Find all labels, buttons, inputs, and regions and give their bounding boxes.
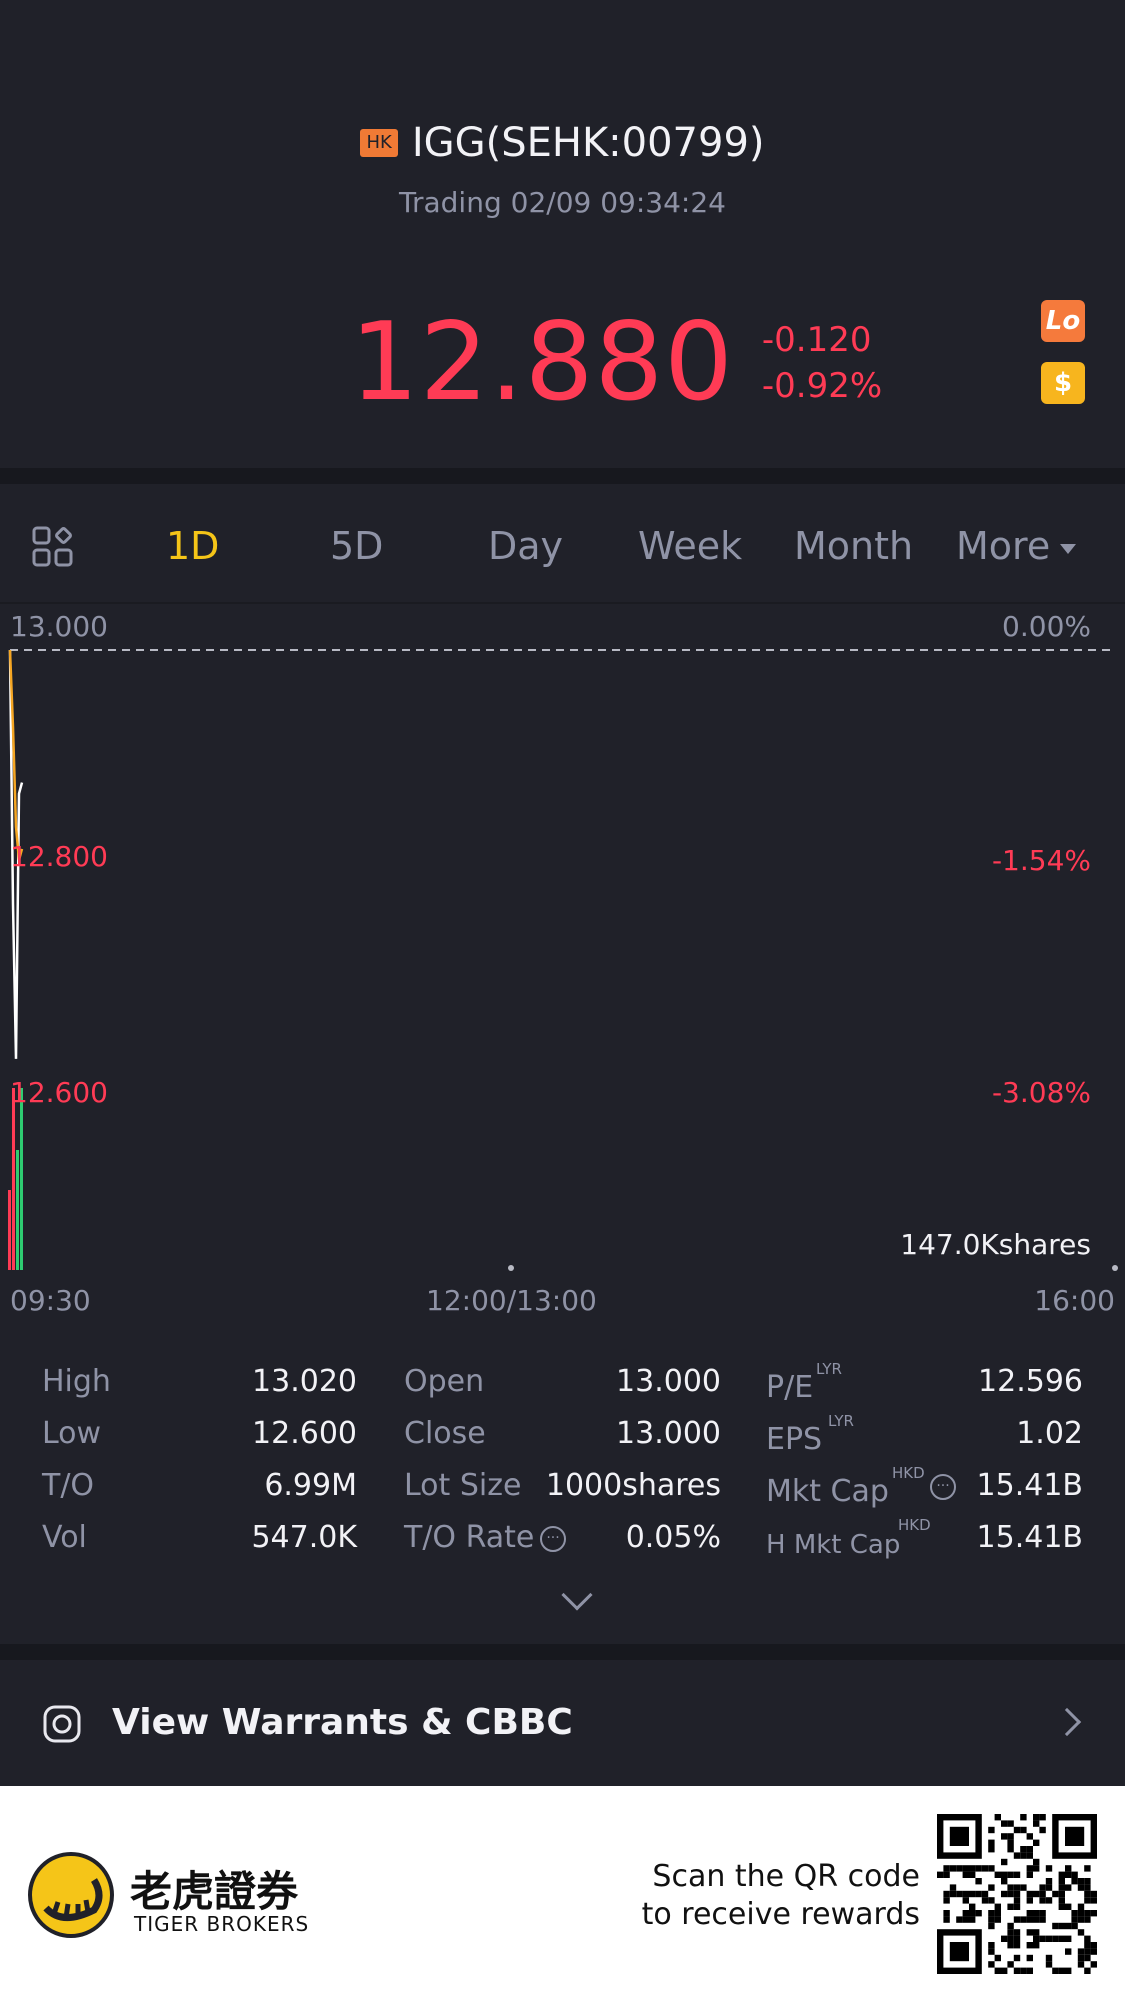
stat-label-close: Close	[404, 1416, 486, 1451]
stat-value-turnover: 6.99M	[264, 1468, 357, 1503]
quote-header: HK IGG(SEHK:00799) Trading 02/09 09:34:2…	[0, 0, 1125, 468]
y-label-top: 13.000	[10, 610, 108, 643]
volume-bar	[8, 1190, 11, 1270]
stats-panel: High 13.020 Low 12.600 T/O 6.99M Vol 547…	[0, 1350, 1125, 1640]
tab-more[interactable]: More	[956, 524, 1077, 568]
price-row: 12.880 -0.120 -0.92%	[350, 300, 882, 425]
tab-day[interactable]: Day	[488, 524, 564, 568]
stat-value-h-mkt-cap: 15.41B	[976, 1520, 1083, 1555]
stat-value-pe: 12.596	[978, 1364, 1083, 1399]
brand-name-en: TIGER BROKERS	[134, 1912, 310, 1936]
stat-sup-mkt-cap: HKD	[892, 1464, 925, 1482]
stat-sup-h-mkt-cap: HKD	[898, 1516, 931, 1534]
stat-value-volume: 547.0K	[251, 1520, 357, 1555]
x-label-close: 16:00	[1034, 1284, 1115, 1317]
volume-bar	[20, 1088, 23, 1270]
volume-bar	[16, 1150, 19, 1270]
session-dot	[508, 1265, 514, 1271]
market-badge: HK	[360, 129, 398, 157]
stat-value-high: 13.020	[252, 1364, 357, 1399]
stat-label-pe: P/E	[766, 1370, 814, 1405]
title-row: HK IGG(SEHK:00799)	[0, 120, 1125, 166]
stat-label-turnover: T/O	[42, 1468, 95, 1503]
stat-label-to-rate: T/O Rate	[404, 1520, 535, 1555]
chevron-right-icon	[1052, 1707, 1082, 1737]
stat-value-close: 13.000	[616, 1416, 721, 1451]
dollar-icon[interactable]: $	[1041, 362, 1085, 404]
grid-layout-icon[interactable]	[32, 526, 74, 568]
tab-more-label: More	[956, 524, 1051, 568]
tab-1d[interactable]: 1D	[166, 524, 220, 568]
tab-week[interactable]: Week	[638, 524, 743, 568]
stat-value-low: 12.600	[252, 1416, 357, 1451]
warrants-row[interactable]: View Warrants & CBBC	[0, 1660, 1125, 1786]
trading-status: Trading 02/09 09:34:24	[399, 186, 726, 219]
stat-value-eps: 1.02	[1016, 1416, 1083, 1451]
warrants-icon	[43, 1705, 81, 1743]
y-label-mid: 12.800	[10, 840, 108, 873]
brand-name-cn: 老虎證券	[130, 1867, 299, 1916]
stat-label-volume: Vol	[42, 1520, 87, 1555]
price-change: -0.120	[761, 319, 872, 360]
stat-value-mkt-cap: 15.41B	[976, 1468, 1083, 1503]
last-price: 12.880	[350, 300, 734, 425]
session-dot	[1112, 1265, 1118, 1271]
period-tabs: 1D 5D Day Week Month More	[0, 484, 1125, 604]
promo-footer: 老虎證券 TIGER BROKERS Scan the QR code to r…	[0, 1786, 1125, 2004]
pct-label-bottom: -3.08%	[991, 1076, 1091, 1109]
price-line	[8, 649, 24, 1059]
volume-bar	[12, 1088, 15, 1270]
divider	[0, 468, 1125, 484]
stat-value-open: 13.000	[616, 1364, 721, 1399]
stat-sup-pe: LYR	[816, 1360, 842, 1378]
stat-label-high: High	[42, 1364, 111, 1399]
stat-label-eps: EPS	[766, 1422, 823, 1457]
price-change-pct: -0.92%	[761, 365, 883, 406]
warrants-label: View Warrants & CBBC	[112, 1702, 573, 1743]
tiger-logo-icon	[28, 1852, 114, 1938]
y-label-bottom: 12.600	[10, 1076, 108, 1109]
info-icon[interactable]: ···	[930, 1474, 956, 1500]
stat-label-low: Low	[42, 1416, 102, 1451]
scan-line-1: Scan the QR code	[652, 1859, 920, 1894]
stat-label-open: Open	[404, 1364, 485, 1399]
pct-label-mid: -1.54%	[991, 844, 1091, 877]
stock-title[interactable]: IGG(SEHK:00799)	[411, 120, 765, 166]
stat-label-mkt-cap: Mkt Cap	[766, 1474, 889, 1509]
lo-icon[interactable]: Lo	[1041, 300, 1085, 342]
qr-code[interactable]	[937, 1814, 1097, 1974]
intraday-chart[interactable]: 13.000 12.800 12.600 0.00% -1.54% -3.08%…	[0, 604, 1125, 1324]
info-icon[interactable]: ···	[540, 1526, 566, 1552]
stat-label-lot-size: Lot Size	[404, 1468, 522, 1503]
dropdown-arrow-icon	[1060, 543, 1077, 554]
volume-label: 147.0Kshares	[900, 1228, 1091, 1261]
divider	[0, 1644, 1125, 1660]
stat-sup-eps: LYR	[828, 1412, 854, 1430]
price-changes: -0.120 -0.92%	[762, 317, 882, 409]
x-label-open: 09:30	[10, 1284, 91, 1317]
tab-5d[interactable]: 5D	[330, 524, 384, 568]
stat-label-h-mkt-cap: H Mkt Cap	[766, 1530, 901, 1560]
chart-canvas	[8, 649, 1118, 1271]
avg-price-line	[8, 649, 24, 861]
x-label-mid: 12:00/13:00	[426, 1284, 597, 1317]
scan-prompt: Scan the QR code to receive rewards	[642, 1858, 920, 1934]
pct-label-top: 0.00%	[1002, 610, 1091, 643]
scan-line-2: to receive rewards	[641, 1897, 920, 1932]
stat-value-lot-size: 1000shares	[545, 1468, 721, 1503]
stat-value-to-rate: 0.05%	[625, 1520, 721, 1555]
tab-month[interactable]: Month	[794, 524, 914, 568]
